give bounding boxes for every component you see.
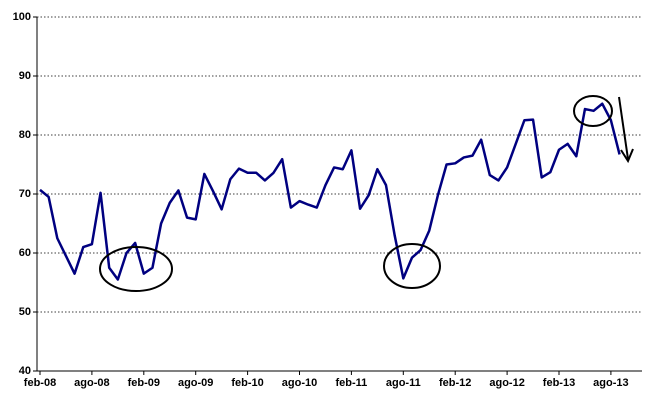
x-tick-label: feb-11 [336, 377, 368, 389]
annotations [99, 95, 634, 292]
x-tick-label: ago-09 [178, 377, 213, 389]
x-tick-label: feb-08 [24, 377, 56, 389]
trend-arrow-head [620, 148, 634, 164]
y-tick-label: 40 [19, 365, 31, 377]
y-tick-label: 90 [19, 70, 31, 82]
x-tick-label: ago-08 [74, 377, 109, 389]
x-tick-label: ago-12 [489, 377, 524, 389]
y-tick-label: 60 [19, 247, 31, 259]
x-tick-label: ago-13 [593, 377, 628, 389]
trend-arrow [618, 96, 629, 160]
x-tick-label: ago-10 [282, 377, 317, 389]
x-tick-label: feb-13 [543, 377, 575, 389]
y-tick-label: 70 [19, 188, 31, 200]
x-tick-label: feb-12 [439, 377, 471, 389]
plot: 40 50 60 70 80 90 100 feb-08 ago-08 feb-09 ago-09 f… [13, 11, 642, 389]
data-line [39, 102, 621, 281]
x-tick-label: feb-10 [231, 377, 263, 389]
highlight-ellipse [573, 95, 613, 127]
y-tick-label: 50 [19, 306, 31, 318]
x-tick-label: feb-09 [128, 377, 160, 389]
y-tick-label: 100 [13, 11, 31, 23]
y-tick-label: 80 [19, 129, 31, 141]
highlight-ellipse [383, 243, 441, 289]
highlight-ellipse [99, 246, 173, 292]
x-tick-label: ago-11 [386, 377, 421, 389]
